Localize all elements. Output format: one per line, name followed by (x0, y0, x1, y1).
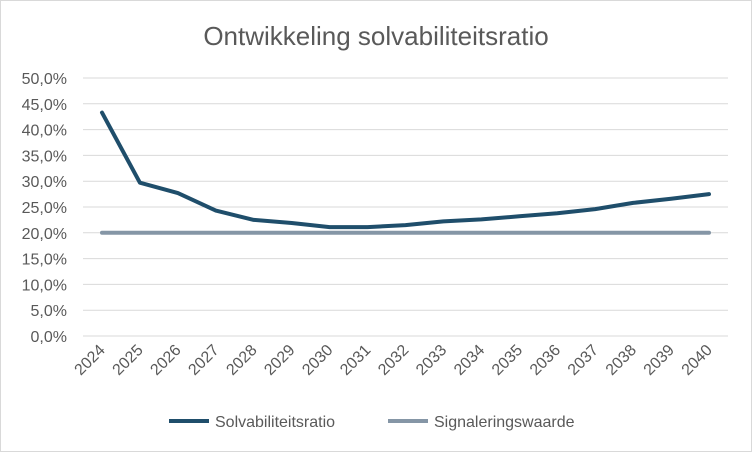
x-tick-label: 2029 (261, 342, 298, 379)
y-tick-label: 50,0% (22, 71, 67, 88)
series-lines (100, 110, 711, 235)
x-tick-label: 2038 (603, 342, 640, 379)
x-tick-label: 2039 (641, 342, 678, 379)
legend-item: Solvabiliteitsratio (169, 414, 335, 431)
y-tick-label: 5,0% (31, 303, 67, 320)
legend-label: Signaleringswaarde (434, 414, 575, 431)
x-tick-label: 2027 (185, 342, 222, 379)
x-tick-label: 2034 (451, 342, 488, 379)
y-tick-label: 15,0% (22, 252, 67, 269)
x-axis-ticks: 2024 2025 2026 2027 2028 2029 2030 2031 2032 2033… (72, 342, 716, 379)
x-tick-label: 2031 (337, 342, 374, 379)
x-tick-label: 2028 (223, 342, 260, 379)
x-tick-label: 2025 (110, 342, 147, 379)
x-tick-label: 2026 (147, 342, 184, 379)
x-tick-label: 2030 (299, 342, 336, 379)
legend-item: Signaleringswaarde (388, 414, 575, 431)
chart-title: Ontwikkeling solvabiliteitsratio (203, 21, 548, 51)
y-tick-label: 20,0% (22, 226, 67, 243)
x-tick-label: 2040 (679, 342, 716, 379)
y-tick-label: 40,0% (22, 123, 67, 140)
y-tick-label: 25,0% (22, 200, 67, 217)
x-tick-label: 2033 (413, 342, 450, 379)
y-tick-label: 0,0% (31, 329, 67, 346)
y-tick-label: 30,0% (22, 174, 67, 191)
legend-label: Solvabiliteitsratio (215, 414, 335, 431)
x-tick-label: 2032 (375, 342, 412, 379)
y-axis-ticks: 0,0% 5,0% 10,0% 15,0% 20,0% 25,0% 30,0% 35,0% 40… (22, 71, 67, 346)
x-tick-label: 2035 (489, 342, 526, 379)
gridlines (83, 77, 728, 337)
y-tick-label: 35,0% (22, 148, 67, 165)
x-tick-label: 2024 (72, 342, 109, 379)
x-tick-label: 2036 (527, 342, 564, 379)
x-tick-label: 2037 (565, 342, 602, 379)
y-tick-label: 45,0% (22, 97, 67, 114)
y-tick-label: 10,0% (22, 277, 67, 294)
series-line-solvabiliteitsratio (100, 110, 711, 230)
legend: Solvabiliteitsratio Signaleringswaarde (169, 414, 575, 431)
